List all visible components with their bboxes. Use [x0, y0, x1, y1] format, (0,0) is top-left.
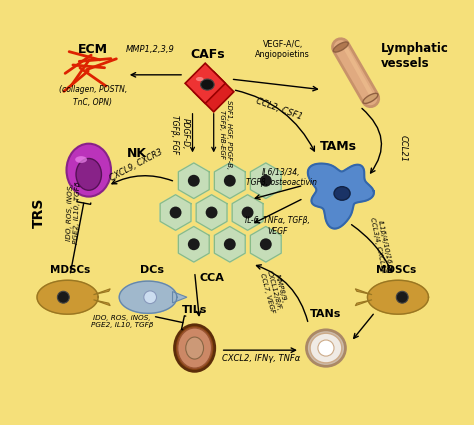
Polygon shape — [367, 280, 428, 314]
Text: MDSCs: MDSCs — [376, 265, 416, 275]
Text: CCL21: CCL21 — [399, 136, 408, 162]
Polygon shape — [185, 63, 225, 103]
Ellipse shape — [318, 340, 334, 356]
Text: SDF1, HGF, PDGF-B,
TGFβ, HB-EGF: SDF1, HGF, PDGF-B, TGFβ, HB-EGF — [219, 99, 232, 169]
Ellipse shape — [196, 77, 203, 81]
Circle shape — [260, 238, 272, 250]
Polygon shape — [356, 300, 372, 306]
Text: CCA: CCA — [199, 273, 224, 283]
Polygon shape — [250, 227, 281, 262]
Text: VEGF-A/C,
Angiopoietins: VEGF-A/C, Angiopoietins — [255, 40, 310, 59]
Ellipse shape — [66, 144, 111, 197]
Text: PDGF-D,
TGFβ, FGF: PDGF-D, TGFβ, FGF — [170, 115, 190, 154]
Polygon shape — [196, 195, 227, 230]
FancyBboxPatch shape — [15, 0, 459, 425]
Text: IDO, ROS, iNOS,
PGE2, IL10, TGFβ: IDO, ROS, iNOS, PGE2, IL10, TGFβ — [91, 315, 153, 328]
Circle shape — [224, 175, 236, 187]
Text: MMP8/9,
CXCL12/8/F,
CCL7, VEGF: MMP8/9, CXCL12/8/F, CCL7, VEGF — [259, 268, 289, 314]
Ellipse shape — [178, 328, 211, 368]
Ellipse shape — [363, 94, 378, 103]
Text: CAFs: CAFs — [190, 48, 225, 61]
Polygon shape — [37, 280, 98, 314]
Ellipse shape — [57, 291, 69, 303]
Polygon shape — [93, 300, 110, 306]
Text: IL1β/4/10/16,
CCL3/4, CXCL12: IL1β/4/10/16, CCL3/4, CXCL12 — [369, 215, 393, 273]
Text: TANs: TANs — [310, 309, 342, 319]
Text: MMP1,2,3,9: MMP1,2,3,9 — [126, 45, 174, 54]
Text: Lymphatic
vessels: Lymphatic vessels — [381, 42, 449, 70]
Polygon shape — [232, 195, 263, 230]
Polygon shape — [250, 163, 281, 198]
Ellipse shape — [334, 187, 350, 200]
Text: TnC, OPN): TnC, OPN) — [73, 98, 112, 107]
Circle shape — [242, 207, 254, 218]
Ellipse shape — [396, 291, 408, 303]
Polygon shape — [160, 195, 191, 230]
Circle shape — [170, 207, 182, 218]
Polygon shape — [308, 164, 374, 229]
Circle shape — [188, 175, 200, 187]
Text: CCL2, CSF1: CCL2, CSF1 — [255, 96, 304, 121]
Text: CXCL9, CXCR3: CXCL9, CXCR3 — [108, 147, 164, 183]
Polygon shape — [178, 163, 209, 198]
Circle shape — [224, 238, 236, 250]
Ellipse shape — [186, 337, 203, 359]
Polygon shape — [214, 163, 245, 198]
Polygon shape — [214, 227, 245, 262]
Polygon shape — [178, 227, 209, 262]
Ellipse shape — [174, 325, 215, 371]
Polygon shape — [173, 292, 187, 303]
Text: ECM: ECM — [78, 43, 108, 56]
Text: IL-6, TNFα, TGFβ,
VEGF: IL-6, TNFα, TGFβ, VEGF — [245, 216, 310, 236]
Text: TAMs: TAMs — [320, 140, 357, 153]
Polygon shape — [356, 289, 372, 295]
Polygon shape — [119, 281, 177, 313]
Text: MDSCs: MDSCs — [50, 265, 90, 275]
Text: IL6/13/34,
TGFβ, osteoactivin: IL6/13/34, TGFβ, osteoactivin — [246, 168, 317, 187]
Polygon shape — [193, 72, 234, 112]
Polygon shape — [93, 289, 110, 295]
Ellipse shape — [333, 42, 348, 52]
Text: IDO, ROS, iNOS,
PGE2, IL10, TGFβ: IDO, ROS, iNOS, PGE2, IL10, TGFβ — [66, 181, 82, 244]
Text: CXCL2, IFNγ, TNFα: CXCL2, IFNγ, TNFα — [222, 354, 301, 363]
Circle shape — [206, 207, 218, 218]
Circle shape — [188, 238, 200, 250]
Text: (collagen, POSTN,: (collagen, POSTN, — [59, 85, 127, 94]
Ellipse shape — [75, 156, 87, 163]
Ellipse shape — [76, 159, 101, 190]
Text: NK: NK — [127, 147, 147, 160]
Ellipse shape — [201, 79, 214, 90]
Text: TILs: TILs — [182, 305, 207, 315]
Ellipse shape — [144, 291, 156, 303]
Ellipse shape — [310, 333, 342, 363]
Ellipse shape — [307, 330, 346, 366]
Text: DCs: DCs — [140, 265, 164, 275]
Text: TRS: TRS — [32, 197, 46, 228]
Circle shape — [260, 175, 272, 187]
